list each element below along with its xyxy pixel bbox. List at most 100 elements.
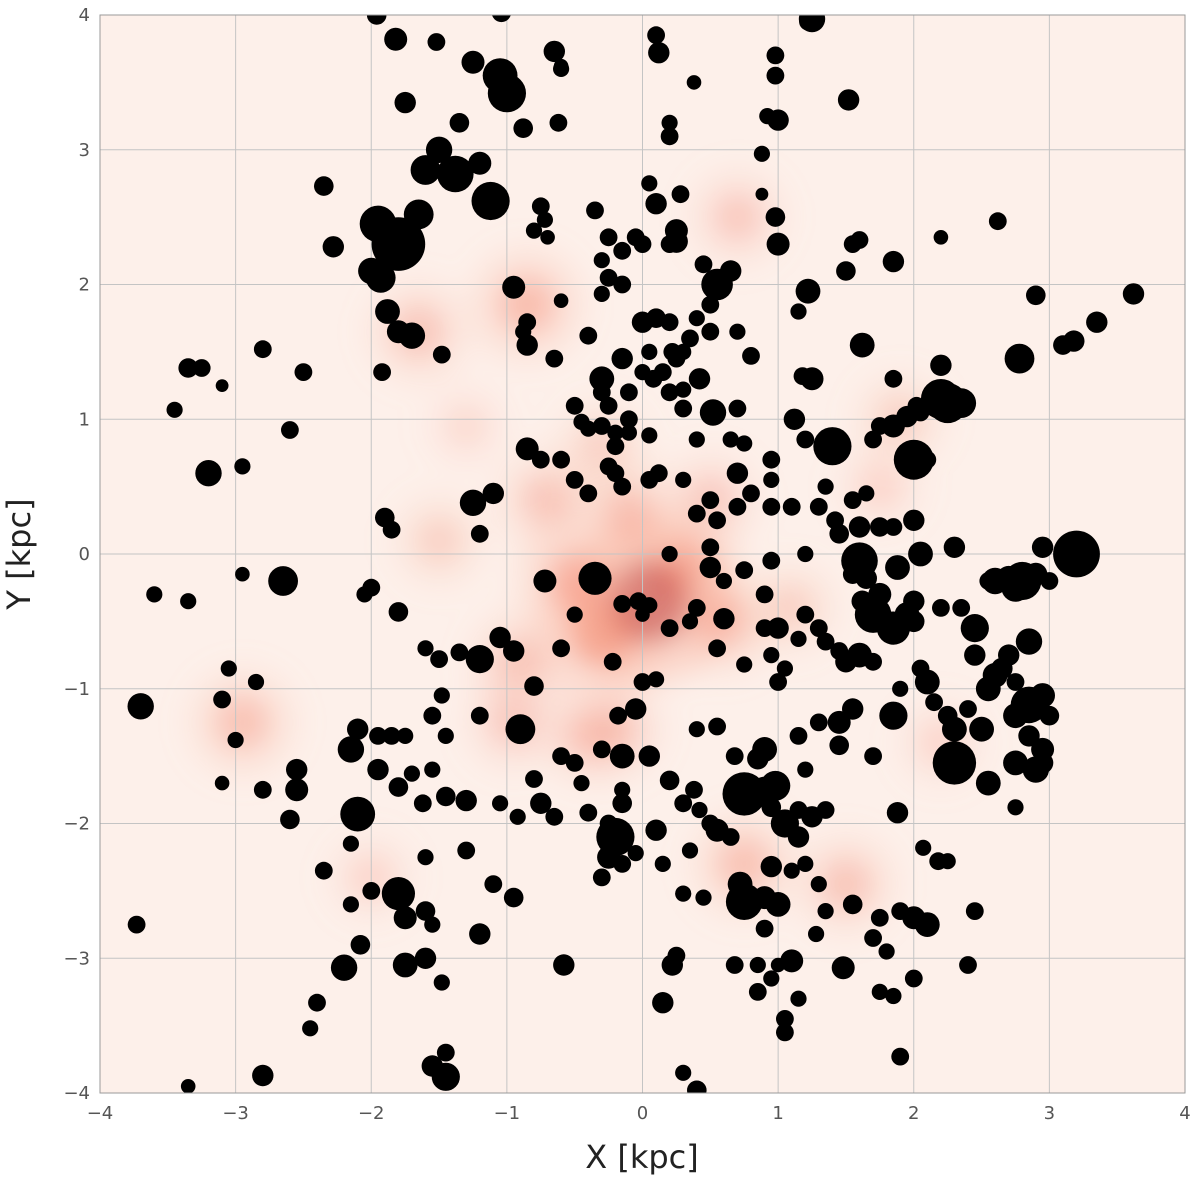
scatter-point — [620, 410, 638, 429]
scatter-point — [641, 343, 658, 360]
y-tick-label: 2 — [79, 275, 90, 296]
scatter-point — [760, 855, 782, 878]
scatter-point — [776, 660, 794, 677]
scatter-point — [688, 368, 711, 390]
scatter-point — [830, 642, 849, 660]
scatter-point — [813, 427, 852, 466]
scatter-point — [247, 673, 265, 691]
scatter-point — [565, 471, 584, 489]
scatter-point — [855, 567, 877, 589]
scatter-point — [914, 912, 940, 937]
scatter-point — [375, 299, 400, 324]
scatter-point — [691, 801, 708, 819]
density-blob-core — [414, 515, 464, 566]
scatter-point — [482, 482, 504, 505]
scatter-point — [503, 640, 525, 662]
scatter-point — [879, 701, 908, 730]
scatter-point — [766, 232, 790, 256]
scatter-point — [1030, 683, 1055, 708]
density-blob-core — [520, 472, 575, 528]
scatter-point — [388, 777, 409, 797]
scatter-point — [449, 113, 470, 133]
scatter-point — [540, 230, 555, 245]
scatter-point — [180, 1079, 196, 1093]
scatter-point — [565, 396, 584, 415]
scatter-point — [579, 803, 598, 822]
scatter-point — [789, 727, 808, 745]
scatter-point — [848, 516, 871, 538]
scatter-point — [545, 807, 564, 826]
scatter-point — [789, 801, 808, 819]
scatter-point — [831, 956, 855, 980]
scatter-point — [849, 332, 875, 358]
scatter-point — [930, 354, 952, 376]
scatter-point — [403, 199, 434, 230]
scatter-point — [708, 511, 726, 530]
scatter-point — [701, 295, 720, 314]
scatter-point — [790, 990, 807, 1007]
scatter-point — [681, 842, 699, 859]
scatter-point — [726, 462, 749, 484]
scatter-point — [641, 427, 658, 444]
scatter-point — [686, 75, 702, 90]
scatter-point — [362, 882, 381, 900]
scatter-point — [881, 414, 905, 438]
scatter-point — [620, 424, 638, 441]
scatter-point — [742, 484, 760, 503]
scatter-point — [127, 693, 154, 720]
scatter-point — [933, 230, 949, 245]
scatter-point — [553, 954, 575, 976]
scatter-point — [755, 585, 774, 604]
density-blob-core — [214, 694, 271, 751]
scatter-point — [694, 255, 713, 274]
scatter-point — [531, 450, 550, 469]
scatter-point — [790, 630, 807, 648]
scatter-point — [817, 478, 834, 495]
scatter-point — [382, 520, 401, 539]
y-axis-label: Y [kpc] — [0, 498, 38, 610]
scatter-point — [502, 275, 526, 299]
scatter-point — [685, 780, 703, 799]
scatter-point — [701, 322, 720, 341]
scatter-point — [842, 894, 863, 915]
scatter-point — [858, 485, 875, 502]
scatter-point — [715, 572, 733, 590]
x-tick-label: −3 — [222, 1103, 249, 1124]
scatter-point — [235, 566, 250, 582]
scatter-point — [674, 399, 693, 418]
scatter-point — [330, 954, 358, 981]
tick-labels: −4 −3 −2 −1 0 1 2 3 4 −4 −3 −2 −1 0 1 2 3 4 — [63, 5, 1190, 1124]
density-blob-core — [711, 191, 764, 244]
scatter-point — [1086, 311, 1108, 333]
scatter-point — [870, 417, 889, 435]
scatter-point — [701, 491, 720, 509]
scatter-point — [192, 359, 211, 377]
scatter-point — [471, 181, 510, 221]
scatter-point — [553, 58, 569, 74]
scatter-point — [661, 954, 683, 976]
scatter-point — [178, 358, 198, 378]
scatter-point — [687, 504, 706, 523]
scatter-point — [633, 673, 652, 691]
scatter-point — [609, 743, 635, 769]
scatter-point — [180, 593, 197, 610]
scatter-point — [793, 367, 812, 385]
scatter-point — [1053, 530, 1100, 578]
scatter-point — [809, 713, 828, 732]
scatter-point — [914, 669, 940, 695]
scatter-point — [903, 509, 925, 531]
scatter-point — [725, 956, 744, 974]
y-tick-label: 1 — [79, 409, 90, 430]
scatter-point — [843, 491, 862, 509]
scatter-point — [641, 175, 658, 192]
scatter-point — [761, 797, 782, 818]
scatter-point — [580, 420, 597, 437]
scatter-point — [599, 396, 618, 415]
scatter-point — [663, 343, 682, 361]
scatter-point — [365, 262, 396, 293]
scatter-point — [578, 561, 612, 595]
scatter-point — [302, 1020, 319, 1037]
scatter-point — [436, 1043, 455, 1062]
scatter-point — [525, 770, 543, 788]
scatter-point — [713, 608, 735, 630]
